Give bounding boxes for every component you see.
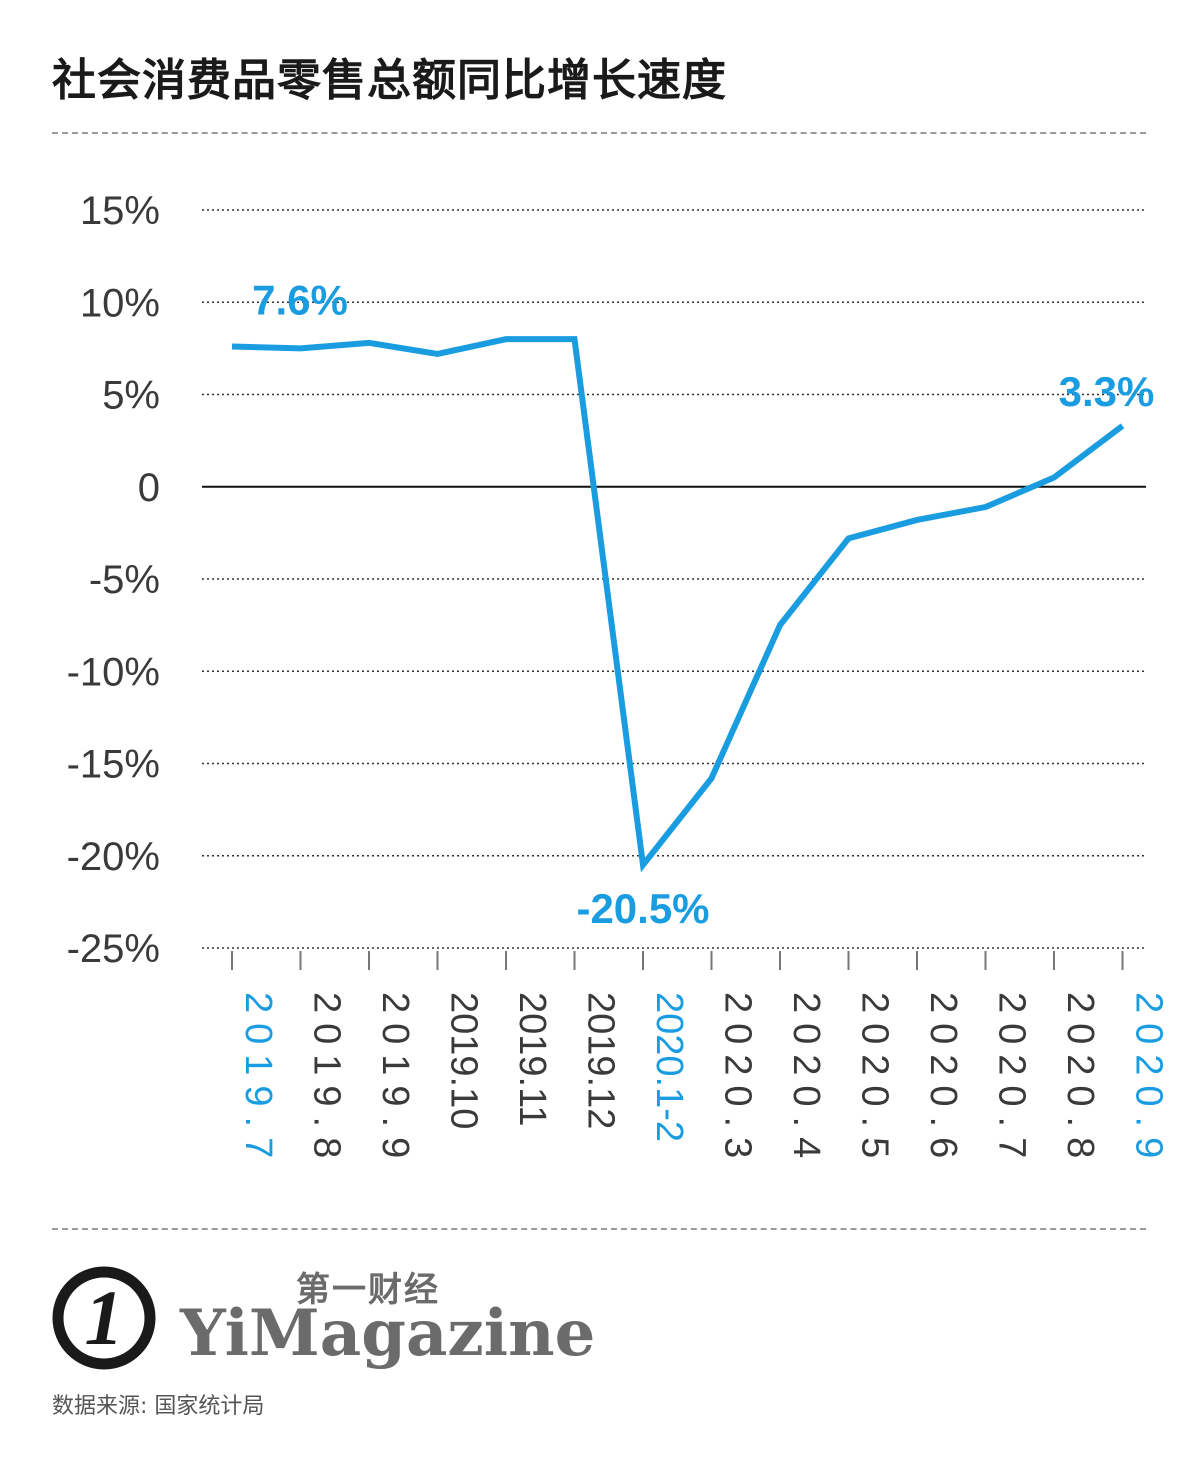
x-tick-label: 2019.9 (374, 992, 416, 1168)
x-tick-label: 2019.8 (306, 992, 348, 1168)
y-tick-label: 15% (80, 189, 160, 233)
x-tick-label: 2020.9 (1128, 992, 1170, 1168)
svg-text:1: 1 (85, 1274, 124, 1361)
y-tick-label: -5% (89, 558, 160, 602)
x-tick-label: 2020.7 (991, 992, 1033, 1168)
x-tick-label: 2020.3 (717, 992, 759, 1168)
x-axis-tick-labels: 2019.7 2019.8 2019.9 2019.10 2019.11 2019.12 2… (237, 992, 1170, 1168)
chart-title: 社会消费品零售总额同比增长速度 (52, 55, 727, 106)
x-tick-label: 2020.5 (854, 992, 896, 1168)
y-tick-label: 0 (138, 466, 160, 510)
x-tick-label: 2020.6 (922, 992, 964, 1168)
data-label: -20.5% (576, 885, 709, 932)
x-tick-label: 2019.7 (237, 992, 279, 1168)
brand-name-en: YiMagazine (180, 1296, 596, 1371)
data-label: 7.6% (252, 277, 348, 324)
line-chart: 15%10%5%0-5%-10%-15%-20%-25% 2019.7 2019.… (67, 189, 1170, 1168)
x-tick-label: 2019.12 (580, 992, 622, 1129)
x-tick-label: 2019.10 (443, 992, 485, 1129)
top-divider (52, 132, 1146, 134)
gridlines (202, 209, 1146, 949)
series-line-group (231, 336, 1125, 873)
y-tick-label: -25% (67, 927, 160, 971)
x-tick-label: 2020.8 (1059, 992, 1101, 1168)
bottom-divider (52, 1228, 1146, 1230)
y-tick-label: -15% (67, 743, 160, 787)
yimagazine-logo-icon: 1 (52, 1262, 162, 1376)
x-tick-label: 2019.11 (511, 992, 553, 1127)
y-tick-label: -10% (67, 650, 160, 694)
y-tick-label: -20% (67, 835, 160, 879)
x-tick-label: 2020.4 (785, 992, 827, 1168)
y-axis-tick-labels: 15% 10% 5% 0 -5% -10% -15% -20% -25% (67, 189, 160, 971)
series-line (231, 336, 1125, 873)
y-tick-label: 5% (102, 374, 160, 418)
data-source: 数据来源: 国家统计局 (52, 1394, 265, 1419)
data-annotations: 7.6% -20.5% 3.3% (252, 277, 1154, 932)
data-label: 3.3% (1059, 368, 1155, 415)
y-tick-label: 10% (80, 281, 160, 325)
x-axis-ticks (231, 951, 1124, 970)
brand-name-cn: 第一财经 (296, 1270, 440, 1310)
x-tick-label: 2020.1-2 (648, 992, 690, 1142)
